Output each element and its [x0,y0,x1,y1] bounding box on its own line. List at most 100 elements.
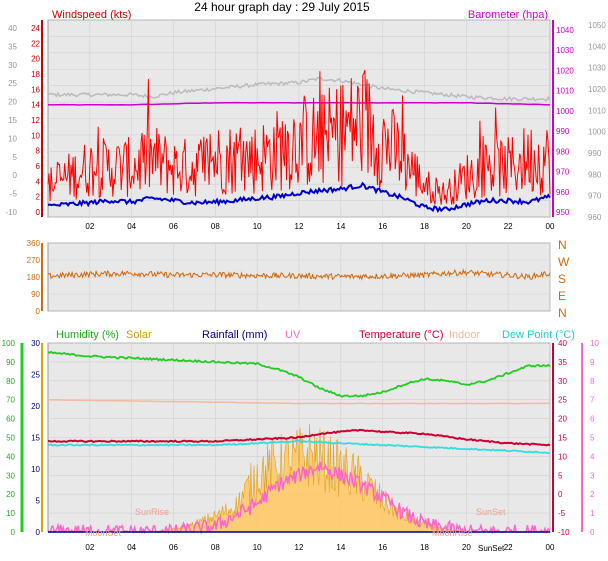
tick-label: 0 [36,307,41,316]
direction-tick-labels: 0 90 180 270 360 [27,239,41,316]
tick-label: 6 [590,415,595,424]
x-tick-label: 18 [420,543,429,552]
indoor-line [47,398,551,405]
tick-label: 9 [590,358,595,367]
tick-label: 4 [36,177,41,186]
tick-label: 15 [558,434,567,443]
tick-label: 1020 [588,85,606,94]
tick-label: 12 [31,116,40,125]
tick-label: 1030 [556,46,574,55]
tick-label: 2 [590,490,595,499]
x-tick-label: 06 [169,543,178,552]
humidity-label: Humidity (%) [56,329,119,341]
direction-line [47,268,551,281]
x-tick-label: 04 [127,543,136,552]
x-tick-label: 20 [462,543,471,552]
x-tick-label: 20 [462,222,471,231]
tick-label: 14 [31,101,40,110]
moonrise-annotation: MoonRise [432,528,473,538]
x-tick-label: 12 [295,543,304,552]
tick-label: 18 [31,70,40,79]
x-tick-label: 08 [211,543,220,552]
x-tick-label: 00 [546,543,555,552]
tick-label: 8 [590,377,595,386]
tick-label: 80 [6,377,15,386]
x-tick-label: 10 [253,222,262,231]
tick-label: 25 [31,371,40,380]
sunset-annotation: SunSet [476,507,506,517]
tick-label: 20 [558,415,567,424]
x-tick-label: 16 [378,543,387,552]
x-tick-label: 22 [504,222,513,231]
humidity-line [47,350,551,398]
tick-label: 1030 [588,64,606,73]
tick-label: 960 [556,188,570,197]
wind-x-tick-labels: 02 04 06 08 10 12 14 16 18 20 22 00 [85,222,555,231]
tick-label: 50 [6,434,15,443]
chart-title: 24 hour graph day : 29 July 2015 [194,0,370,14]
humidity-tick-labels: 0 10 20 30 40 50 60 70 80 90 100 [2,339,16,537]
barometer-axis-label: Barometer (hpa) [468,9,548,21]
tick-label: 1010 [556,87,574,96]
tick-label: 0 [590,528,595,537]
x-tick-label: 06 [169,222,178,231]
tick-label: 7 [590,396,595,405]
tick-label: 30 [558,377,567,386]
tick-label: 30 [8,61,17,70]
x-tick-label: 10 [253,543,262,552]
tick-label: 990 [556,127,570,136]
temperature-tick-labels: -10 -5 0 5 10 15 20 25 30 35 40 [558,339,570,537]
x-tick-label: 02 [85,543,94,552]
windspeed-axis-label: Windspeed (kts) [52,9,131,21]
tick-label: -5 [10,190,18,199]
tick-label: 40 [8,24,17,33]
wind-gust-line [47,69,551,205]
tick-label: 960 [588,213,602,222]
tick-label: 1020 [556,66,574,75]
temperature-line [47,428,551,447]
tick-label: 30 [6,471,15,480]
tick-label: 10 [6,509,15,518]
tick-label: 20 [31,55,40,64]
tick-label: 180 [27,273,41,282]
tick-label: 1010 [588,106,606,115]
tick-label: 30 [31,339,40,348]
tick-label: 10 [558,452,567,461]
wind-grid [48,19,551,218]
tick-label: 1000 [556,107,574,116]
solar-tick-labels: 0 5 10 15 20 25 30 [31,339,40,537]
tick-label: 0 [11,528,16,537]
tick-label: 10 [31,465,40,474]
x-tick-label: 04 [127,222,136,231]
tick-label: 360 [27,239,41,248]
rainfall-label: Rainfall (mm) [202,329,267,341]
compass-label: N [558,238,567,252]
tick-label: 70 [6,396,15,405]
x-tick-label: 00 [546,222,555,231]
tick-label: 3 [590,471,595,480]
tick-label: 10 [590,339,599,348]
x-tick-label: 18 [420,222,429,231]
direction-grid [48,242,551,312]
compass-label: W [558,255,570,269]
barometer-inner-tick-labels: 950 960 970 980 990 1000 1010 1020 1030 1040 [556,26,574,217]
wind-outer-tick-labels: -10 -5 0 5 10 15 20 25 30 35 40 [5,24,17,217]
tick-label: 24 [31,24,40,33]
moonset-annotation: MoonSet [85,528,122,538]
tick-label: 5 [36,497,41,506]
solar-label: Solar [126,329,152,341]
tick-label: 60 [6,415,15,424]
compass-label: N [558,306,567,320]
dewpoint-line [47,439,551,455]
tick-label: 4 [590,452,595,461]
tick-label: 0 [36,528,41,537]
tick-label: 5 [590,434,595,443]
tick-label: 270 [27,256,41,265]
tick-label: 2 [36,193,41,202]
barometer-trace-2-line [47,101,551,106]
tick-label: 1050 [588,21,606,30]
tick-label: 20 [6,490,15,499]
tick-label: 990 [588,149,602,158]
